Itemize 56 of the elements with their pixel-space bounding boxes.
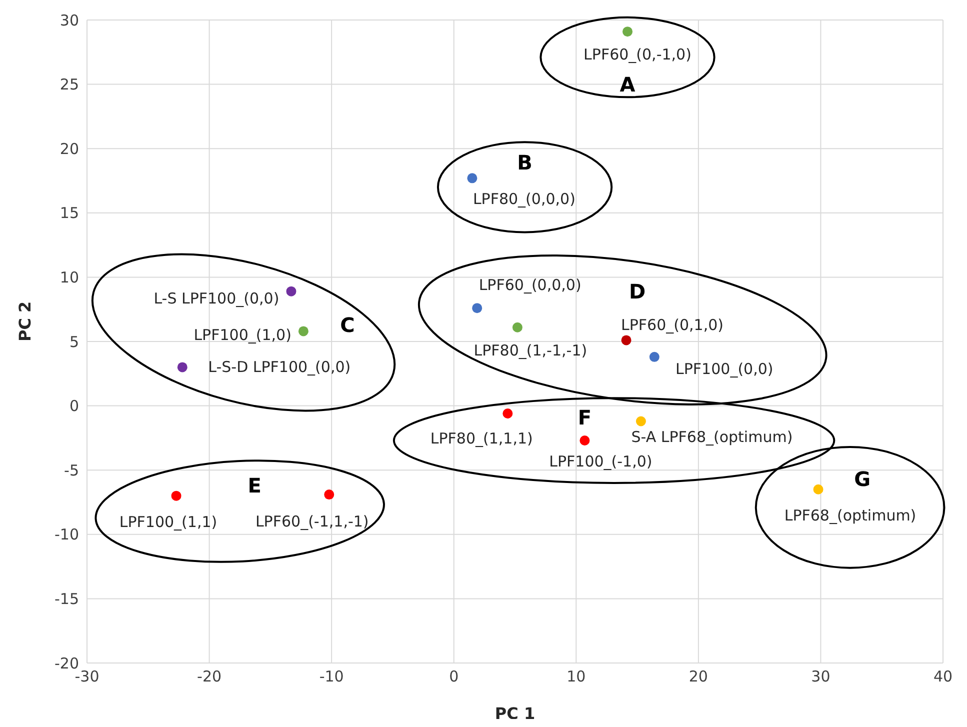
point xyxy=(813,484,824,494)
y-tick-label: 5 xyxy=(69,332,79,351)
annotation: G xyxy=(854,467,870,492)
annotation: A xyxy=(620,72,636,96)
point xyxy=(512,322,522,332)
point xyxy=(286,286,296,296)
data-label: LPF100_(1,0) xyxy=(194,326,292,344)
data-label: LPF68_(optimum) xyxy=(784,506,916,524)
point xyxy=(580,436,590,446)
data-label: S-A LPF68_(optimum) xyxy=(631,428,793,446)
x-tick-label: 30 xyxy=(811,668,830,686)
y-axis-title: PC 2 xyxy=(16,301,35,342)
x-tick-label: -10 xyxy=(319,668,344,686)
annotation: D xyxy=(628,279,646,304)
point xyxy=(298,326,308,336)
data-label: L-S-D LPF100_(0,0) xyxy=(208,358,351,376)
point xyxy=(502,408,513,419)
data-label: LPF100_(0,0) xyxy=(676,360,774,378)
data-label: LPF100_(1,1) xyxy=(119,512,218,531)
data-label: L-S LPF100_(0,0) xyxy=(154,289,280,308)
point xyxy=(324,490,334,500)
data-label: LPF80_(0,0,0) xyxy=(472,190,576,208)
point xyxy=(177,362,188,372)
annotation: E xyxy=(248,474,262,498)
data-label: LPF60_(0,1,0) xyxy=(621,316,724,334)
y-tick-label: 0 xyxy=(69,397,79,416)
annotation: F xyxy=(578,405,592,430)
x-tick-label: 0 xyxy=(449,668,459,686)
point xyxy=(467,173,478,184)
point xyxy=(649,352,660,362)
annotation: C xyxy=(340,312,355,337)
annotation: B xyxy=(517,150,532,175)
x-tick-label: 10 xyxy=(566,668,586,686)
data-label: LPF80_(1,1,1) xyxy=(430,430,533,448)
x-axis-title: PC 1 xyxy=(494,704,536,723)
data-label: LPF100_(-1,0) xyxy=(549,452,652,471)
data-label: LPF60_(0,0,0) xyxy=(478,276,582,294)
y-tick-label: -5 xyxy=(64,461,79,480)
x-tick-label: -20 xyxy=(197,668,222,686)
y-tick-label: 15 xyxy=(60,204,79,222)
point xyxy=(621,335,632,346)
point xyxy=(622,26,633,37)
x-tick-label: 40 xyxy=(933,668,953,686)
data-label: LPF80_(1,-1,-1) xyxy=(474,341,588,360)
y-tick-label: 25 xyxy=(60,76,79,94)
y-tick-label: 30 xyxy=(60,11,79,30)
point xyxy=(472,303,482,314)
data-label: LPF60_(-1,1,-1) xyxy=(255,512,369,531)
x-tick-label: 20 xyxy=(688,668,708,686)
point xyxy=(171,490,182,501)
y-tick-label: 20 xyxy=(60,140,79,158)
y-tick-label: 10 xyxy=(60,268,79,287)
y-tick-label: -15 xyxy=(54,590,79,608)
y-tick-label: -10 xyxy=(54,526,79,544)
point xyxy=(636,416,646,426)
data-label: LPF60_(0,-1,0) xyxy=(584,46,692,64)
